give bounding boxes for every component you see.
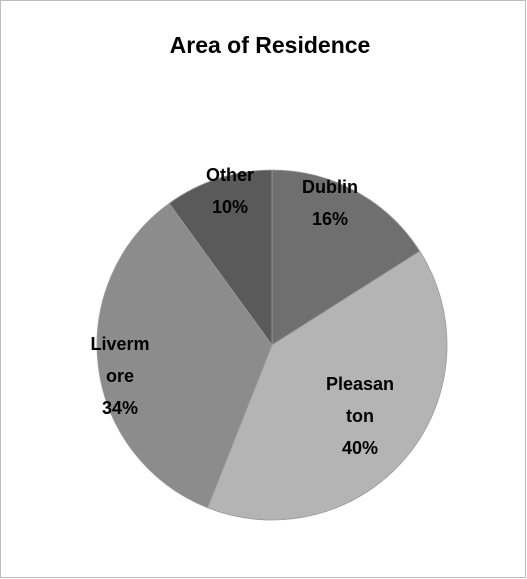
chart-title: Area of Residence xyxy=(170,32,371,58)
slice-value-label: 16% xyxy=(312,209,348,229)
pie-slice xyxy=(96,202,273,509)
pie-slice xyxy=(271,169,421,346)
slice-label: Dublin xyxy=(302,177,358,197)
slice-value-label: 34% xyxy=(102,398,138,418)
slice-value-label: 10% xyxy=(212,197,248,217)
pie-slice xyxy=(207,250,448,521)
slice-value-label: 40% xyxy=(342,438,378,458)
slice-label: Liverm ore xyxy=(90,334,149,386)
slice-label: Pleasan ton xyxy=(326,374,394,426)
slice-label: Other xyxy=(206,165,254,185)
pie-slice xyxy=(168,169,273,347)
